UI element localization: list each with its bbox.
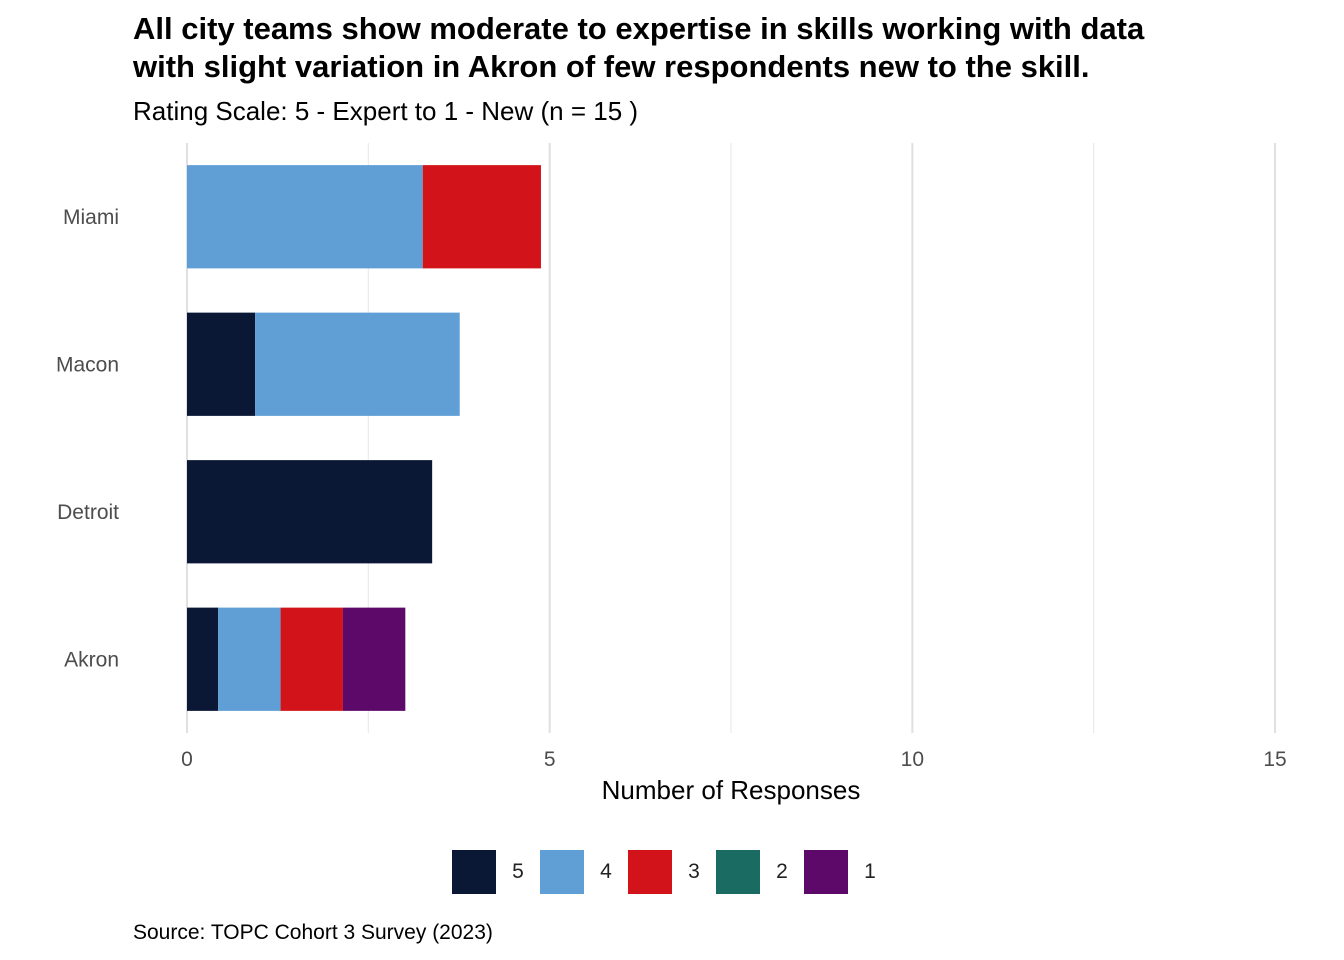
x-tick-label: 5 xyxy=(544,748,556,771)
legend-swatch xyxy=(716,850,760,894)
bar-segment xyxy=(255,312,460,416)
legend-swatch xyxy=(452,850,496,894)
chart-title: All city teams show moderate to expertis… xyxy=(133,10,1323,86)
chart-title-line-1: All city teams show moderate to expertis… xyxy=(133,11,1145,46)
x-tick-label: 10 xyxy=(901,748,924,771)
legend-label: 5 xyxy=(512,860,524,883)
legend-item: 1 xyxy=(804,850,892,894)
y-tick-label: Macon xyxy=(56,353,119,376)
legend-label: 3 xyxy=(688,860,700,883)
y-tick-label: Akron xyxy=(64,648,119,671)
legend-item: 3 xyxy=(628,850,716,894)
bar-segment xyxy=(187,165,423,269)
stacked-bar-chart: 0 5 10 15 Miami Macon Detroit Akron Number of Re… xyxy=(56,143,1287,805)
legend-swatch xyxy=(804,850,848,894)
legend: 5 4 3 2 1 xyxy=(0,850,1344,894)
bar-segment xyxy=(422,165,541,269)
chart-subtitle: Rating Scale: 5 - Expert to 1 - New (n =… xyxy=(133,96,639,126)
chart-title-line-2: with slight variation in Akron of few re… xyxy=(133,49,1090,84)
bar-segment xyxy=(187,312,256,416)
legend-label: 1 xyxy=(864,860,876,883)
legend-swatch xyxy=(628,850,672,894)
x-tick-label: 15 xyxy=(1263,748,1286,771)
legend-label: 2 xyxy=(776,860,788,883)
legend-item: 5 xyxy=(452,850,540,894)
y-tick-label: Detroit xyxy=(57,501,119,524)
x-axis-title: Number of Responses xyxy=(602,775,861,805)
y-tick-label: Miami xyxy=(63,206,119,229)
bar-segment xyxy=(218,607,281,711)
bar-segment xyxy=(187,607,219,711)
x-tick-label: 0 xyxy=(181,748,193,771)
legend-swatch xyxy=(540,850,584,894)
bar-segment xyxy=(280,607,343,711)
source-caption: Source: TOPC Cohort 3 Survey (2023) xyxy=(133,921,493,944)
bar-segment xyxy=(187,460,433,564)
legend-label: 4 xyxy=(600,860,612,883)
legend-item: 4 xyxy=(540,850,628,894)
legend-item: 2 xyxy=(716,850,804,894)
bar-segment xyxy=(342,607,406,711)
